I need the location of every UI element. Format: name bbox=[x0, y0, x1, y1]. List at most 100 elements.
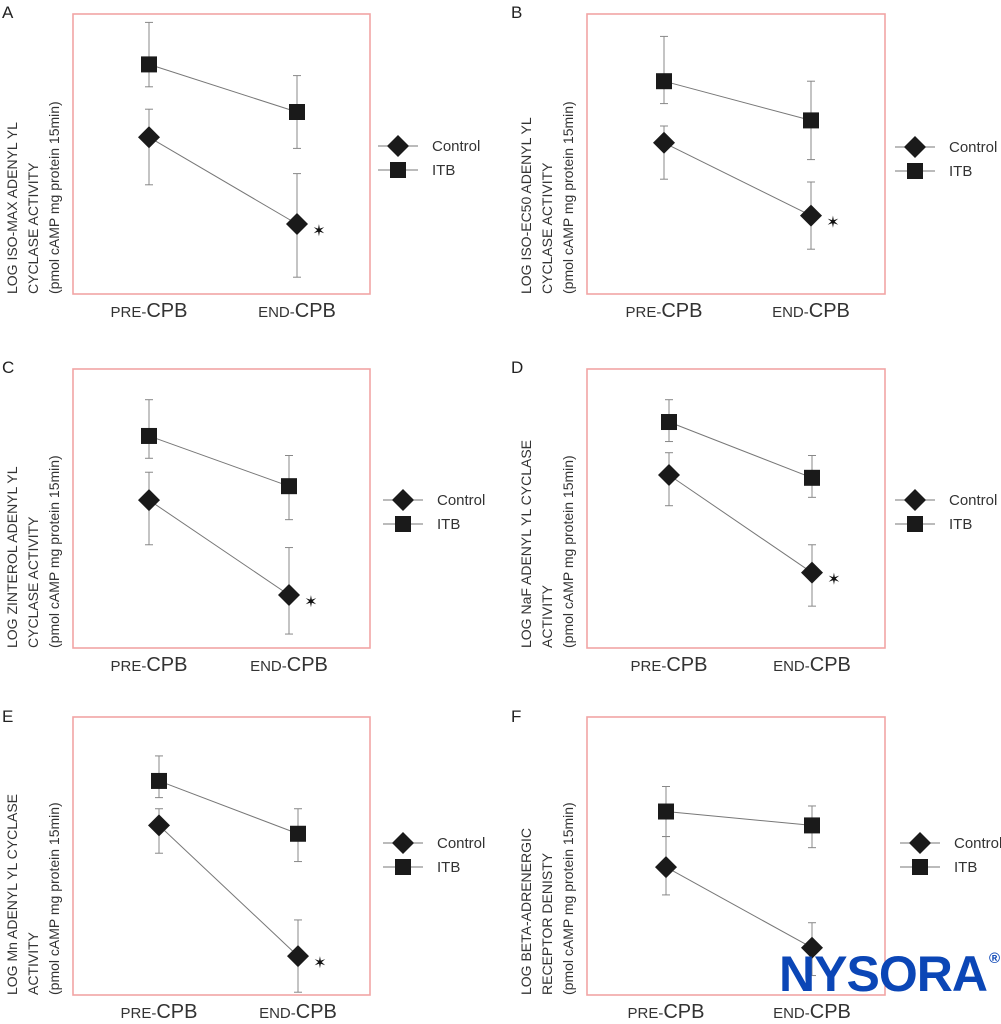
legend-label-control: Control bbox=[437, 492, 485, 509]
panel-letter: D bbox=[511, 358, 523, 377]
y-axis-label-line: CYCLASE ACTIVITY bbox=[25, 516, 41, 648]
y-axis-label-line: (pmol cAMP mg protein 15min) bbox=[560, 101, 576, 294]
x-tick-label: PRE-CPB bbox=[111, 300, 188, 322]
series-line-itb bbox=[158, 780, 299, 835]
x-tick-label: END-CPB bbox=[258, 300, 336, 322]
nysora-logo: NYSORA ® bbox=[779, 946, 1000, 1002]
y-axis-label-line: ACTIVITY bbox=[539, 584, 555, 648]
legend-label-itb: ITB bbox=[954, 859, 977, 876]
panel-letter: A bbox=[2, 3, 14, 22]
data-point-itb bbox=[656, 73, 672, 90]
y-axis-label-line: CYCLASE ACTIVITY bbox=[539, 162, 555, 294]
significance-star: ✶ bbox=[304, 594, 317, 611]
legend-marker-control bbox=[909, 832, 931, 854]
data-point-itb bbox=[803, 112, 819, 129]
series-line-itb bbox=[148, 63, 298, 113]
panel-a: A LOG ISO-MAX ADENYL YL CYCLASE ACTIVITY (p… bbox=[2, 3, 480, 322]
data-point-control bbox=[287, 945, 309, 968]
data-point-control bbox=[801, 561, 823, 584]
plot-frame bbox=[586, 13, 886, 295]
x-tick-label: PRE-CPB bbox=[628, 1001, 705, 1023]
panel-b: B LOG ISO-EC50 ADENYL YL CYCLASE ACTIVITY (… bbox=[511, 3, 997, 322]
legend-label-itb: ITB bbox=[432, 162, 455, 179]
plot-frame bbox=[586, 368, 886, 649]
data-point-control bbox=[278, 583, 300, 606]
panel-letter: F bbox=[511, 707, 521, 726]
significance-star: ✶ bbox=[827, 572, 840, 589]
x-tick-label: PRE-CPB bbox=[121, 1001, 198, 1023]
panel-letter: B bbox=[511, 3, 522, 22]
series-line-control bbox=[148, 499, 290, 596]
data-point-control bbox=[138, 126, 160, 149]
data-point-itb bbox=[658, 803, 674, 820]
series-line-itb bbox=[148, 435, 290, 487]
legend-marker-itb bbox=[907, 163, 923, 179]
panel-e: E LOG Mn ADENYL YL CYCLASE ACTIVITY (pmol c… bbox=[2, 707, 485, 1023]
y-axis-label-line: (pmol cAMP mg protein 15min) bbox=[560, 455, 576, 648]
y-axis-label-line: (pmol cAMP mg protein 15min) bbox=[46, 101, 62, 294]
legend-label-itb: ITB bbox=[949, 163, 972, 180]
y-axis-label-line: CYCLASE ACTIVITY bbox=[25, 162, 41, 294]
data-point-control bbox=[148, 814, 170, 837]
x-tick-label: PRE-CPB bbox=[631, 654, 708, 676]
legend-marker-control bbox=[387, 135, 409, 157]
data-point-control bbox=[286, 213, 308, 235]
legend-label-itb: ITB bbox=[437, 859, 460, 876]
series-line-itb bbox=[665, 811, 813, 826]
data-point-itb bbox=[281, 478, 297, 495]
logo-text: NYSORA bbox=[779, 946, 988, 1002]
legend-marker-control bbox=[392, 489, 414, 511]
data-point-itb bbox=[141, 56, 157, 73]
legend-label-control: Control bbox=[437, 835, 485, 852]
legend-label-itb: ITB bbox=[949, 516, 972, 533]
series-line-control bbox=[663, 142, 812, 217]
x-tick-label: END-CPB bbox=[259, 1001, 337, 1023]
series-line-control bbox=[148, 136, 298, 225]
y-axis-label-line: LOG Mn ADENYL YL CYCLASE bbox=[4, 794, 20, 995]
data-point-itb bbox=[289, 104, 305, 120]
significance-star: ✶ bbox=[312, 223, 325, 240]
legend-marker-control bbox=[392, 832, 414, 854]
x-tick-label: END-CPB bbox=[772, 300, 850, 322]
x-tick-label: END-CPB bbox=[773, 1001, 851, 1023]
registered-mark: ® bbox=[988, 950, 1000, 967]
y-axis-label-line: (pmol cAMP mg protein 15min) bbox=[560, 802, 576, 995]
y-axis-label-line: RECEPTOR DENISTY bbox=[539, 852, 555, 995]
plot-frame bbox=[72, 368, 371, 649]
series-line-control bbox=[665, 866, 813, 949]
data-point-control bbox=[138, 489, 160, 512]
legend-marker-control bbox=[904, 489, 926, 511]
significance-star: ✶ bbox=[826, 215, 839, 232]
x-tick-label: END-CPB bbox=[250, 654, 328, 676]
y-axis-label-line: (pmol cAMP mg protein 15min) bbox=[46, 455, 62, 648]
y-axis-label-line: ACTIVITY bbox=[25, 931, 41, 995]
legend-marker-control bbox=[904, 136, 926, 158]
legend-label-control: Control bbox=[949, 492, 997, 509]
y-axis-label-line: LOG BETA-ADRENERGIC bbox=[518, 828, 534, 995]
data-point-itb bbox=[151, 772, 167, 789]
x-tick-label: PRE-CPB bbox=[111, 654, 188, 676]
data-point-itb bbox=[804, 469, 820, 486]
series-line-itb bbox=[663, 80, 812, 121]
panel-f: F LOG BETA-ADRENERGIC RECEPTOR DENISTY (pmo… bbox=[511, 707, 1001, 1023]
legend-label-control: Control bbox=[949, 139, 997, 156]
legend-label-control: Control bbox=[954, 835, 1001, 852]
significance-star: ✶ bbox=[313, 955, 326, 972]
legend-marker-itb bbox=[395, 516, 411, 532]
series-line-control bbox=[158, 825, 299, 957]
data-point-itb bbox=[141, 427, 157, 444]
y-axis-label-line: LOG ISO-MAX ADENYL YL bbox=[4, 122, 20, 294]
y-axis-label-line: LOG ZINTEROL ADENYL YL bbox=[4, 466, 20, 648]
panel-letter: C bbox=[2, 358, 14, 377]
legend-marker-itb bbox=[912, 859, 928, 875]
y-axis-label-line: LOG ISO-EC50 ADENYL YL bbox=[518, 117, 534, 294]
legend-label-control: Control bbox=[432, 138, 480, 155]
legend-marker-itb bbox=[395, 859, 411, 875]
series-line-itb bbox=[668, 421, 813, 479]
legend-label-itb: ITB bbox=[437, 516, 460, 533]
panel-d: D LOG NaF ADENYL YL CYCLASE ACTIVITY (pmol … bbox=[511, 358, 997, 676]
data-point-control bbox=[653, 131, 675, 154]
panel-c: C LOG ZINTEROL ADENYL YL CYCLASE ACTIVITY (… bbox=[2, 358, 485, 676]
plot-frame bbox=[586, 716, 886, 996]
